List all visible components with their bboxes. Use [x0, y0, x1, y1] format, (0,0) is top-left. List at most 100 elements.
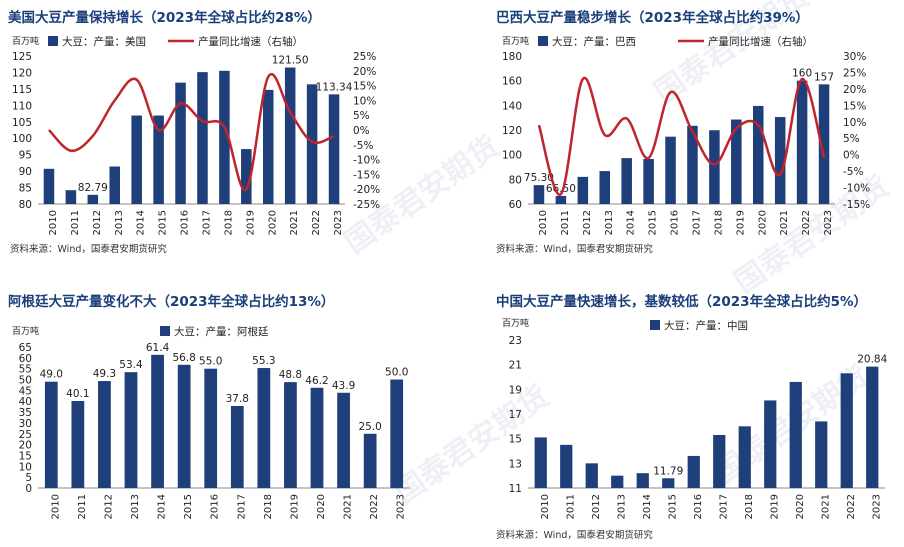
- legend-label-bar: 大豆：产量：巴西: [552, 35, 636, 48]
- y2-tick-label: 5%: [843, 133, 860, 145]
- y-axis-unit-label: 百万吨: [12, 35, 39, 47]
- growth-rate-line: [537, 76, 826, 196]
- data-label: 11.79: [653, 465, 683, 477]
- y-tick-label: 50: [19, 375, 32, 387]
- bar: [731, 119, 742, 204]
- legend-label-bar: 大豆：产量：阿根廷: [174, 325, 269, 338]
- bar: [109, 166, 121, 204]
- y2-tick-label: 20%: [843, 84, 866, 96]
- y2-tick-label: 25%: [353, 51, 376, 63]
- bar: [789, 381, 802, 488]
- bar: [636, 473, 649, 488]
- bar: [687, 125, 698, 204]
- x-tick-label: 2021: [820, 494, 831, 519]
- bar: [555, 195, 567, 204]
- x-tick-label: 2017: [201, 210, 212, 235]
- x-tick-label: 2019: [289, 494, 300, 519]
- y-tick-label: 100: [12, 133, 32, 145]
- bar: [177, 364, 191, 488]
- source-note-china: 资料来源：Wind，国泰君安期货研究: [496, 530, 653, 541]
- x-tick-label: 2016: [180, 210, 191, 235]
- x-tick-label: 2014: [157, 494, 168, 519]
- bar: [328, 94, 340, 204]
- y2-tick-label: -10%: [843, 183, 870, 195]
- bar: [738, 426, 751, 488]
- legend-swatch-bar: [160, 326, 170, 336]
- y-tick-label: 60: [509, 199, 522, 211]
- y-tick-label: 25: [19, 429, 32, 441]
- x-tick-label: 2019: [769, 494, 780, 519]
- bar: [284, 67, 296, 204]
- x-tick-label: 2012: [92, 210, 103, 235]
- bar: [124, 372, 138, 488]
- y-tick-label: 13: [509, 458, 522, 470]
- bar: [818, 84, 830, 204]
- y-tick-label: 140: [502, 100, 522, 112]
- bar: [534, 437, 547, 488]
- y-tick-label: 105: [12, 117, 32, 129]
- legend-label-line: 产量同比增速（右轴）: [708, 35, 813, 48]
- data-label: 49.0: [40, 369, 63, 381]
- bar: [774, 117, 786, 204]
- bar: [257, 368, 271, 488]
- x-tick-label: 2018: [744, 494, 755, 519]
- x-tick-label: 2011: [560, 210, 571, 235]
- x-tick-label: 2018: [713, 210, 724, 235]
- x-tick-label: 2022: [369, 494, 380, 519]
- x-tick-label: 2016: [670, 210, 681, 235]
- y2-tick-label: -5%: [353, 140, 373, 152]
- data-label: 61.4: [146, 342, 170, 354]
- y2-tick-label: 10%: [353, 95, 376, 107]
- y-tick-label: 115: [12, 84, 32, 96]
- x-tick-label: 2022: [801, 210, 812, 235]
- x-tick-label: 2020: [757, 210, 768, 235]
- y-tick-label: 120: [12, 67, 32, 79]
- y-tick-label: 90: [19, 166, 32, 178]
- source-note-usa: 资料来源：Wind，国泰君安期货研究: [10, 244, 167, 255]
- x-tick-label: 2014: [642, 494, 653, 519]
- y2-tick-label: -15%: [843, 199, 870, 211]
- x-tick-label: 2010: [538, 210, 549, 235]
- bar: [153, 115, 164, 204]
- y2-tick-label: -20%: [353, 184, 380, 196]
- y2-tick-label: -25%: [353, 199, 380, 211]
- y-tick-label: 11: [509, 483, 522, 495]
- data-label: 25.0: [358, 421, 381, 433]
- data-label: 50.0: [385, 367, 408, 379]
- x-tick-label: 2021: [779, 210, 790, 235]
- data-label: 46.2: [305, 375, 328, 387]
- y-tick-label: 110: [12, 100, 32, 112]
- y-tick-label: 23: [509, 335, 522, 347]
- bar: [709, 130, 720, 204]
- x-tick-label: 2010: [48, 210, 59, 235]
- bar: [643, 158, 654, 204]
- x-tick-label: 2012: [591, 494, 602, 519]
- y-tick-label: 45: [19, 385, 32, 397]
- y-tick-label: 160: [502, 76, 522, 88]
- source-note-brazil: 资料来源：Wind，国泰君安期货研究: [496, 244, 653, 255]
- legend-swatch-bar: [538, 36, 548, 46]
- y2-tick-label: -15%: [353, 169, 380, 181]
- y-tick-label: 85: [19, 183, 32, 195]
- bar: [175, 82, 186, 204]
- y-tick-label: 80: [19, 199, 32, 211]
- y-tick-label: 55: [19, 364, 32, 376]
- x-tick-label: 2016: [210, 494, 221, 519]
- x-tick-label: 2017: [236, 494, 247, 519]
- x-tick-label: 2012: [582, 210, 593, 235]
- x-tick-label: 2013: [114, 210, 125, 235]
- legend-swatch-bar: [650, 320, 660, 330]
- x-tick-label: 2013: [616, 494, 627, 519]
- bar: [662, 478, 675, 488]
- data-label: 40.1: [66, 388, 89, 400]
- y2-tick-label: 10%: [843, 117, 866, 129]
- bar: [687, 455, 700, 488]
- data-label: 48.8: [279, 369, 302, 381]
- y2-tick-label: 15%: [843, 100, 866, 112]
- x-tick-label: 2023: [396, 494, 407, 519]
- y-tick-label: 180: [502, 51, 522, 63]
- y-tick-label: 60: [19, 353, 32, 365]
- data-label: 82.79: [78, 182, 108, 194]
- chart-title-brazil: 巴西大豆产量稳步增长（2023年全球占比约39%）: [496, 10, 809, 26]
- x-tick-label: 2014: [626, 210, 637, 235]
